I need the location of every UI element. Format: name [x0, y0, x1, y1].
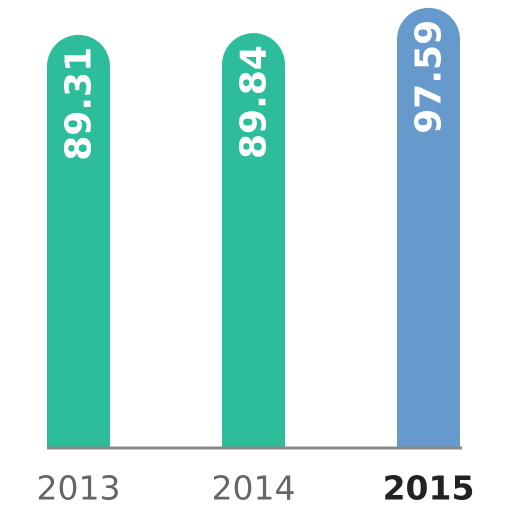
x-tick-label: 2014 [212, 469, 296, 508]
bar [47, 34, 110, 447]
value-label: 97.59 [409, 20, 450, 134]
value-label: 89.31 [59, 47, 100, 161]
x-tick-label: 2013 [37, 469, 121, 508]
bar [222, 33, 285, 448]
x-tick-label: 2015 [383, 469, 475, 508]
bar [397, 7, 460, 448]
value-label: 89.84 [234, 45, 275, 159]
